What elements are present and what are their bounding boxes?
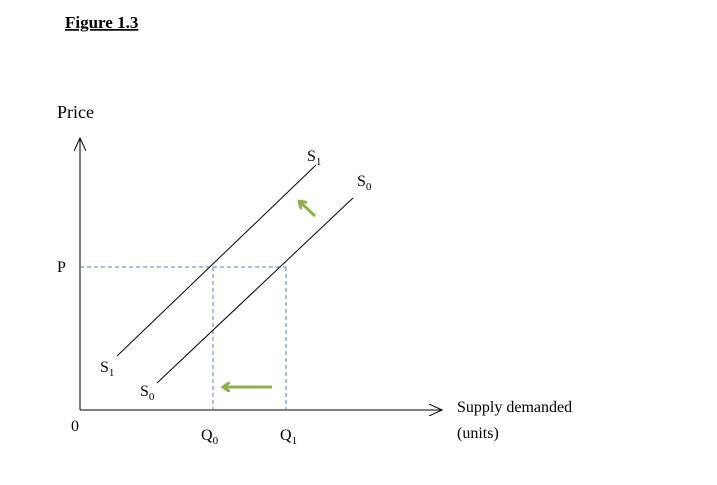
label-part: S bbox=[100, 359, 109, 376]
figure-title: Figure 1.3 bbox=[65, 13, 138, 32]
label-part: S bbox=[357, 173, 366, 190]
label-part: 1 bbox=[292, 435, 298, 447]
curve-label: S1 bbox=[100, 359, 114, 379]
supply-curve bbox=[116, 164, 317, 357]
label-part: 0 bbox=[149, 391, 155, 403]
price-label: P bbox=[57, 259, 66, 276]
curve-label: S1 bbox=[307, 148, 321, 168]
origin-label: 0 bbox=[71, 418, 79, 435]
guide-lines bbox=[80, 266, 287, 410]
label-part: 1 bbox=[109, 367, 115, 379]
label-part: 0 bbox=[366, 181, 372, 193]
label-part: 1 bbox=[316, 156, 322, 168]
label-part: 0 bbox=[213, 435, 219, 447]
label-part: S bbox=[140, 383, 149, 400]
x-axis-label: Supply demanded bbox=[457, 399, 572, 416]
label-part: S bbox=[307, 148, 316, 165]
quantity-label: Q1 bbox=[280, 427, 297, 447]
supply-curve bbox=[156, 197, 354, 384]
quantity-label: Q0 bbox=[201, 427, 219, 447]
y-axis-label: Price bbox=[57, 102, 94, 122]
label-part: Q bbox=[280, 427, 292, 444]
x-axis-label: (units) bbox=[457, 425, 499, 442]
label-part: Q bbox=[201, 427, 213, 444]
shift-arrow bbox=[300, 202, 317, 218]
curve-label: S0 bbox=[357, 173, 372, 193]
curve-label: S0 bbox=[140, 383, 155, 403]
